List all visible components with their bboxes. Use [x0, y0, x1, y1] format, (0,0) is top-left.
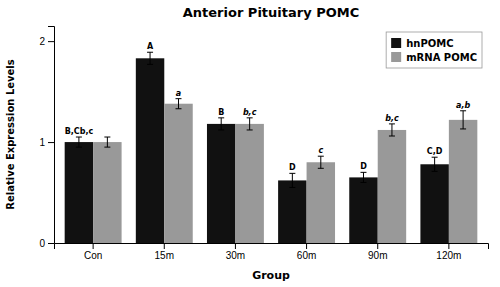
legend-box — [386, 32, 482, 68]
tick-mark — [48, 243, 54, 244]
y-axis: 0 1 2 — [39, 27, 54, 249]
bar — [136, 58, 164, 243]
tick-label: 60m — [297, 250, 316, 261]
bar — [449, 120, 477, 243]
tick-mark — [48, 142, 54, 143]
tick-mark — [164, 243, 165, 249]
error-bar — [147, 52, 153, 64]
tick-label: 0 — [39, 238, 45, 249]
x-tick: 120m — [436, 243, 461, 261]
tick-mark — [48, 41, 54, 42]
y-axis-title: Relative Expression Levels — [5, 59, 16, 209]
significance-label: c — [318, 146, 323, 155]
legend-swatch — [391, 38, 401, 48]
error-bar — [389, 124, 395, 136]
x-axis: Con 15m 30m 60m 90m 120m — [55, 243, 489, 261]
legend-swatch — [391, 52, 401, 62]
bar — [349, 177, 377, 243]
error-bar — [289, 173, 295, 187]
bar — [420, 164, 448, 243]
error-bar — [247, 118, 253, 130]
legend-label: hnPOMC — [406, 38, 453, 49]
significance-label: A — [147, 42, 154, 51]
tick-mark — [306, 243, 307, 249]
series — [93, 99, 477, 243]
error-bar — [76, 137, 82, 147]
tick-mark — [235, 243, 236, 249]
significance-label: a,b — [456, 101, 470, 110]
error-bar — [460, 111, 466, 129]
y-tick: 0 — [39, 238, 54, 249]
bar — [207, 124, 235, 243]
legend: hnPOMC mRNA POMC — [386, 32, 482, 68]
series — [65, 52, 449, 243]
tick-label: 90m — [368, 250, 387, 261]
bar — [278, 180, 306, 243]
tick-label: 15m — [155, 250, 174, 261]
x-tick: Con — [84, 243, 102, 261]
legend-label: mRNA POMC — [406, 52, 477, 63]
bar — [93, 142, 121, 243]
error-bar — [218, 118, 224, 130]
bar — [378, 130, 406, 243]
chart: 0 1 2 Con 15m 30m 60m 90m 120m B,Cb,c A B D D C,D a b,c c… — [0, 0, 500, 287]
bar — [235, 124, 263, 243]
title: Anterior Pituitary POMC — [183, 5, 359, 20]
tick-label: 120m — [436, 250, 461, 261]
significance-label: B — [218, 108, 224, 117]
marks — [65, 52, 478, 243]
significance-label: a — [176, 89, 181, 98]
significance-label: b,c — [243, 108, 257, 117]
tick-mark — [93, 243, 94, 249]
error-bar — [176, 99, 182, 109]
axis-domain — [55, 244, 489, 250]
error-bar — [104, 137, 110, 147]
tick-mark — [448, 243, 449, 249]
tick-mark — [377, 243, 378, 249]
y-tick: 1 — [39, 137, 54, 148]
bar — [65, 142, 93, 243]
tick-label: Con — [84, 250, 102, 261]
plot: 0 1 2 Con 15m 30m 60m 90m 120m B,Cb,c A B D D C,D a b,c c… — [39, 27, 488, 262]
error-bar — [360, 172, 366, 182]
x-tick: 15m — [155, 243, 174, 261]
error-bar — [318, 156, 324, 168]
y-tick: 2 — [39, 36, 54, 47]
significance-label: D — [289, 163, 296, 172]
significance-label: C,D — [427, 147, 443, 156]
x-tick: 30m — [226, 243, 245, 261]
bar — [307, 162, 335, 243]
x-axis-title: Group — [252, 269, 290, 282]
bar — [164, 104, 192, 243]
tick-label: 2 — [39, 36, 45, 47]
significance-label: B,Cb,c — [65, 127, 94, 136]
significance-label: D — [360, 162, 367, 171]
tick-label: 1 — [39, 137, 45, 148]
error-bar — [432, 157, 438, 171]
significance-label: b,c — [385, 114, 399, 123]
x-tick: 60m — [297, 243, 316, 261]
tick-label: 30m — [226, 250, 245, 261]
x-tick: 90m — [368, 243, 387, 261]
axis-domain — [48, 27, 55, 244]
